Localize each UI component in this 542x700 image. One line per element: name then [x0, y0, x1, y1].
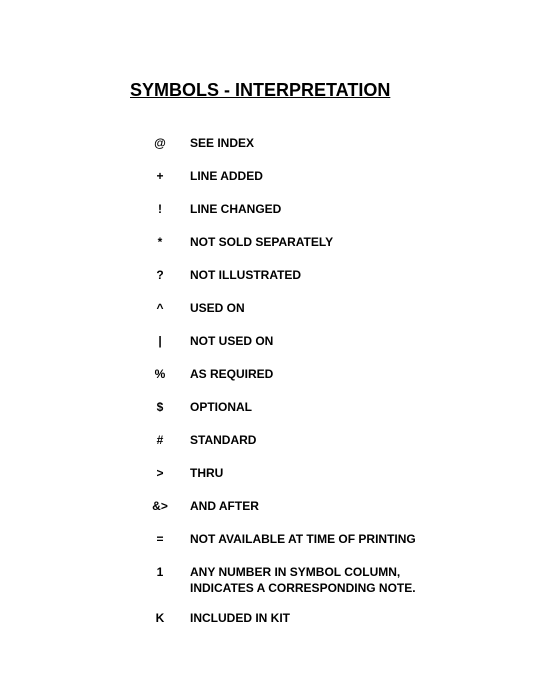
meaning-cell: AND AFTER: [190, 499, 450, 532]
meaning-cell: NOT ILLUSTRATED: [190, 268, 450, 301]
meaning-cell: NOT SOLD SEPARATELY: [190, 235, 450, 268]
symbol-cell: K: [130, 611, 190, 644]
meaning-cell: THRU: [190, 466, 450, 499]
meaning-cell: NOT AVAILABLE AT TIME OF PRINTING: [190, 532, 450, 565]
table-row: + LINE ADDED: [130, 169, 450, 202]
symbol-cell: %: [130, 367, 190, 400]
symbol-cell: !: [130, 202, 190, 235]
meaning-cell: ANY NUMBER IN SYMBOL COLUMN, INDICATES A…: [190, 565, 450, 611]
meaning-cell: LINE CHANGED: [190, 202, 450, 235]
table-row: 1 ANY NUMBER IN SYMBOL COLUMN, INDICATES…: [130, 565, 450, 611]
symbol-cell: ^: [130, 301, 190, 334]
symbol-interpretation-table: @ SEE INDEX + LINE ADDED ! LINE CHANGED …: [130, 136, 450, 644]
table-row: @ SEE INDEX: [130, 136, 450, 169]
symbol-cell: 1: [130, 565, 190, 611]
meaning-cell: STANDARD: [190, 433, 450, 466]
document-page: SYMBOLS - INTERPRETATION @ SEE INDEX + L…: [0, 0, 542, 644]
page-title: SYMBOLS - INTERPRETATION: [130, 80, 542, 101]
symbol-cell: #: [130, 433, 190, 466]
symbol-cell: >: [130, 466, 190, 499]
meaning-cell: AS REQUIRED: [190, 367, 450, 400]
table-row: # STANDARD: [130, 433, 450, 466]
table-row: * NOT SOLD SEPARATELY: [130, 235, 450, 268]
table-row: ^ USED ON: [130, 301, 450, 334]
meaning-cell: USED ON: [190, 301, 450, 334]
table-row: $ OPTIONAL: [130, 400, 450, 433]
table-row: &> AND AFTER: [130, 499, 450, 532]
symbol-cell: $: [130, 400, 190, 433]
symbol-table-body: @ SEE INDEX + LINE ADDED ! LINE CHANGED …: [130, 136, 450, 644]
table-row: ! LINE CHANGED: [130, 202, 450, 235]
meaning-cell: INCLUDED IN KIT: [190, 611, 450, 644]
symbol-cell: ?: [130, 268, 190, 301]
meaning-cell: OPTIONAL: [190, 400, 450, 433]
symbol-cell: +: [130, 169, 190, 202]
table-row: | NOT USED ON: [130, 334, 450, 367]
table-row: > THRU: [130, 466, 450, 499]
table-row: % AS REQUIRED: [130, 367, 450, 400]
meaning-cell: LINE ADDED: [190, 169, 450, 202]
table-row: = NOT AVAILABLE AT TIME OF PRINTING: [130, 532, 450, 565]
symbol-cell: *: [130, 235, 190, 268]
symbol-cell: &>: [130, 499, 190, 532]
meaning-cell: NOT USED ON: [190, 334, 450, 367]
symbol-cell: |: [130, 334, 190, 367]
table-row: ? NOT ILLUSTRATED: [130, 268, 450, 301]
table-row: K INCLUDED IN KIT: [130, 611, 450, 644]
symbol-cell: @: [130, 136, 190, 169]
meaning-cell: SEE INDEX: [190, 136, 450, 169]
symbol-cell: =: [130, 532, 190, 565]
